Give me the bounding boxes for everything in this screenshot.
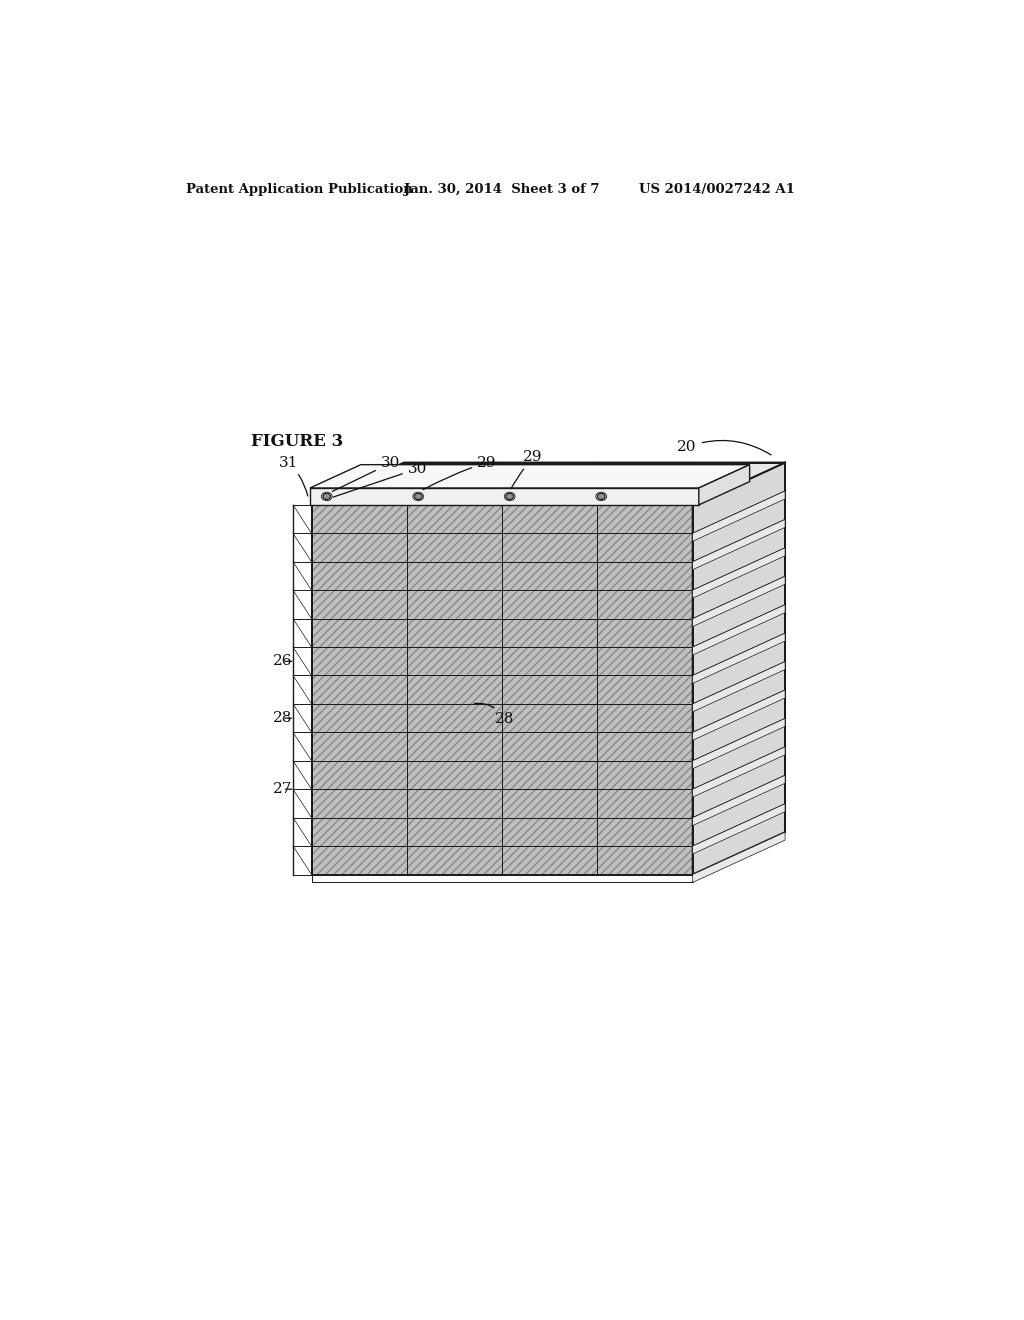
- Text: 29: 29: [423, 455, 497, 490]
- Polygon shape: [311, 789, 692, 817]
- Polygon shape: [692, 634, 785, 684]
- Ellipse shape: [506, 494, 514, 499]
- Text: 28: 28: [272, 711, 292, 725]
- Polygon shape: [311, 619, 692, 647]
- Polygon shape: [692, 661, 785, 711]
- Text: 28: 28: [474, 704, 514, 726]
- Text: Jan. 30, 2014  Sheet 3 of 7: Jan. 30, 2014 Sheet 3 of 7: [403, 183, 599, 197]
- Text: 27: 27: [272, 783, 292, 796]
- Text: 30: 30: [333, 457, 400, 491]
- Polygon shape: [311, 533, 692, 562]
- Polygon shape: [692, 548, 785, 598]
- Polygon shape: [311, 676, 692, 704]
- Polygon shape: [692, 519, 785, 570]
- Polygon shape: [311, 760, 692, 789]
- Polygon shape: [692, 775, 785, 825]
- Polygon shape: [692, 747, 785, 797]
- Polygon shape: [311, 590, 692, 619]
- Polygon shape: [692, 605, 785, 655]
- Text: 30: 30: [333, 462, 427, 498]
- Polygon shape: [310, 488, 698, 506]
- Polygon shape: [692, 690, 785, 741]
- Polygon shape: [698, 465, 750, 506]
- Polygon shape: [310, 465, 750, 488]
- Polygon shape: [311, 846, 692, 875]
- Polygon shape: [311, 462, 785, 506]
- Polygon shape: [692, 491, 785, 541]
- Text: US 2014/0027242 A1: US 2014/0027242 A1: [639, 183, 795, 197]
- Text: FIGURE 3: FIGURE 3: [252, 433, 344, 450]
- Polygon shape: [311, 817, 692, 846]
- Polygon shape: [311, 562, 692, 590]
- Polygon shape: [311, 733, 692, 760]
- Polygon shape: [692, 804, 785, 854]
- Ellipse shape: [323, 494, 331, 499]
- Text: 20: 20: [677, 440, 771, 455]
- Ellipse shape: [597, 494, 605, 499]
- Polygon shape: [311, 647, 692, 676]
- Text: 26: 26: [272, 655, 292, 668]
- Text: 31: 31: [280, 455, 308, 496]
- Ellipse shape: [415, 494, 422, 499]
- Text: Patent Application Publication: Patent Application Publication: [186, 183, 413, 197]
- Polygon shape: [692, 718, 785, 768]
- Polygon shape: [311, 704, 692, 733]
- Polygon shape: [692, 832, 785, 883]
- Polygon shape: [692, 462, 785, 875]
- Polygon shape: [692, 577, 785, 627]
- Text: 29: 29: [511, 450, 543, 488]
- Polygon shape: [311, 506, 692, 533]
